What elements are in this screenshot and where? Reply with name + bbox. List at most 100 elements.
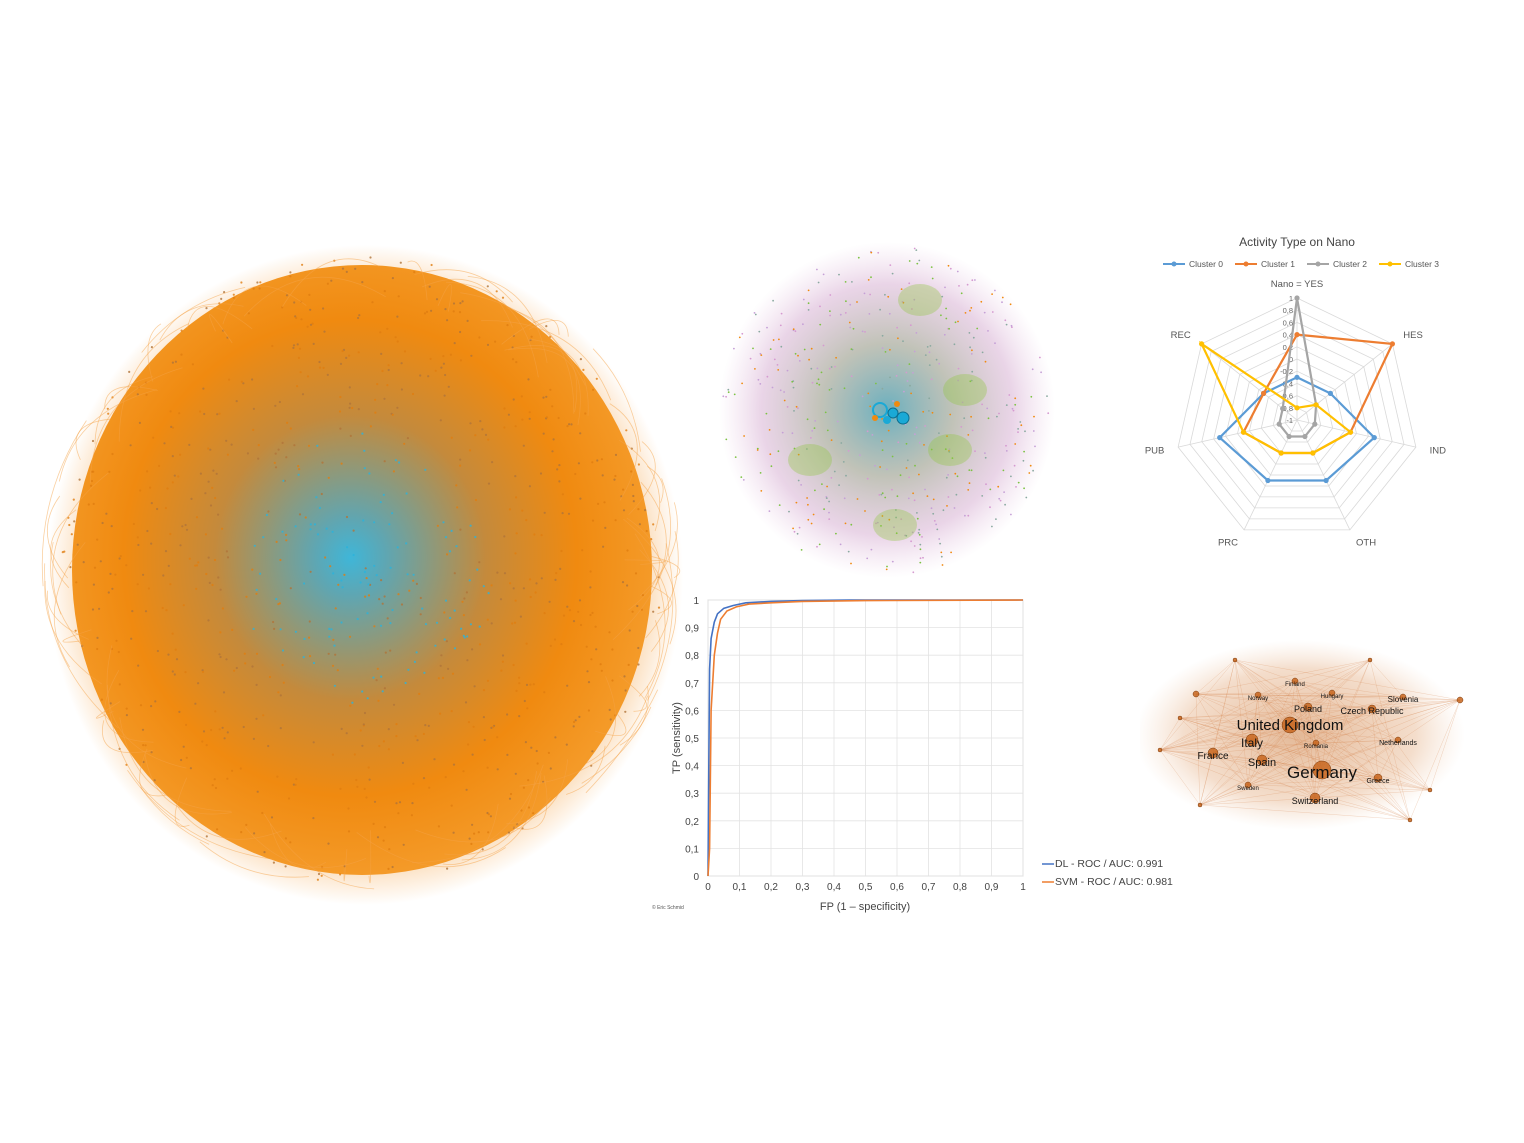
network-node bbox=[252, 287, 255, 290]
network-node bbox=[128, 370, 131, 373]
network-node bbox=[549, 767, 552, 770]
network-node bbox=[829, 310, 831, 312]
network-node bbox=[255, 652, 259, 655]
country-label: Spain bbox=[1248, 757, 1276, 769]
network-node bbox=[339, 427, 342, 430]
network-node bbox=[423, 671, 426, 674]
network-node bbox=[786, 369, 789, 372]
network-node bbox=[271, 344, 274, 348]
network-node bbox=[446, 553, 449, 556]
network-node bbox=[582, 368, 585, 371]
network-node bbox=[174, 360, 177, 363]
network-node bbox=[812, 513, 815, 516]
network-node bbox=[779, 324, 782, 327]
network-node bbox=[312, 661, 316, 665]
network-node bbox=[595, 648, 598, 651]
radar-series-line bbox=[1198, 340, 1353, 455]
network-node bbox=[256, 790, 259, 793]
network-node bbox=[146, 470, 149, 473]
network-node bbox=[596, 459, 599, 462]
network-node bbox=[591, 519, 595, 522]
network-node bbox=[830, 366, 833, 368]
network-node bbox=[490, 622, 493, 625]
network-node bbox=[948, 327, 950, 330]
network-node bbox=[218, 728, 221, 731]
network-node bbox=[309, 308, 312, 311]
network-node bbox=[458, 311, 462, 314]
network-node bbox=[922, 556, 924, 559]
country-edge bbox=[1179, 717, 1431, 791]
network-node bbox=[333, 644, 336, 647]
network-node bbox=[91, 608, 95, 611]
network-node bbox=[428, 285, 431, 288]
network-node bbox=[954, 472, 957, 475]
roc-x-tick: 0,2 bbox=[764, 882, 778, 893]
network-node bbox=[78, 478, 81, 481]
network-node bbox=[164, 506, 167, 510]
network-node bbox=[320, 874, 323, 877]
network-node bbox=[327, 652, 330, 655]
network-node bbox=[935, 358, 938, 361]
network-node bbox=[566, 605, 569, 608]
network-node bbox=[923, 444, 925, 446]
network-node bbox=[136, 536, 139, 539]
legend-label: Cluster 0 bbox=[1189, 259, 1223, 269]
network-node bbox=[503, 407, 506, 410]
network-node bbox=[211, 784, 214, 787]
network-node bbox=[357, 408, 360, 411]
roc-x-tick: 0,3 bbox=[796, 882, 810, 893]
network-node bbox=[508, 508, 511, 511]
country-edge bbox=[1159, 724, 1291, 751]
network-node bbox=[218, 412, 221, 415]
network-node bbox=[833, 470, 836, 473]
network-node bbox=[171, 670, 174, 673]
country-edge bbox=[1307, 706, 1317, 744]
network-node bbox=[786, 406, 789, 408]
network-node bbox=[1019, 421, 1022, 423]
network-node bbox=[340, 727, 343, 730]
network-node bbox=[142, 744, 145, 747]
network-node bbox=[856, 301, 858, 303]
network-node bbox=[351, 701, 354, 704]
network-node bbox=[727, 388, 730, 391]
network-node bbox=[876, 521, 879, 524]
network-node bbox=[900, 288, 903, 290]
network-node bbox=[373, 521, 376, 524]
country-node bbox=[1456, 696, 1464, 704]
country-edge bbox=[1247, 680, 1296, 786]
country-node bbox=[1197, 802, 1203, 808]
network-node bbox=[591, 461, 594, 464]
network-node bbox=[844, 522, 847, 525]
network-node bbox=[940, 551, 943, 554]
network-node bbox=[562, 614, 566, 617]
network-node bbox=[243, 652, 246, 655]
network-node bbox=[930, 507, 933, 510]
network-node bbox=[150, 542, 153, 545]
network-node bbox=[70, 533, 73, 536]
network-node bbox=[363, 467, 366, 470]
radar-series-line bbox=[1278, 297, 1318, 438]
roc-series-line bbox=[707, 599, 1024, 877]
country-edge bbox=[1247, 742, 1317, 786]
network-node bbox=[1010, 475, 1012, 478]
network-node bbox=[768, 510, 771, 512]
network-node bbox=[462, 614, 465, 617]
network-node bbox=[452, 302, 456, 305]
network-edges bbox=[41, 258, 680, 890]
network-node bbox=[340, 462, 343, 465]
country-edge bbox=[1257, 694, 1411, 821]
network-node bbox=[476, 568, 479, 571]
network-edge bbox=[594, 714, 627, 736]
network-node bbox=[814, 420, 817, 422]
network-node bbox=[277, 448, 280, 451]
network-node bbox=[361, 432, 364, 435]
network-node bbox=[769, 453, 772, 456]
network-node bbox=[587, 709, 591, 712]
network-node bbox=[604, 526, 607, 529]
network-edge bbox=[343, 849, 348, 882]
network-node bbox=[129, 444, 132, 447]
network-node bbox=[481, 428, 484, 431]
network-node bbox=[465, 591, 468, 594]
network-node bbox=[924, 425, 926, 427]
network-node bbox=[339, 787, 342, 790]
